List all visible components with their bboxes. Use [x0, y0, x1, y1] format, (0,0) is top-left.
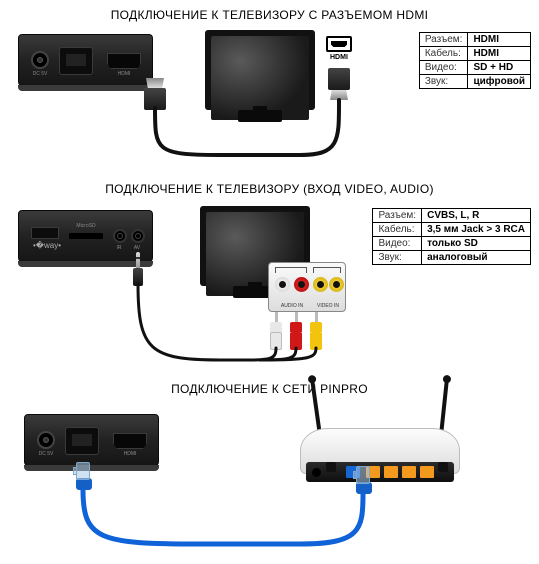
spec-v: CVBS, L, R	[422, 209, 531, 223]
hdmi-label: HDMI	[113, 451, 147, 457]
router-lan-port	[402, 466, 416, 478]
hdmi-plug-stb	[144, 78, 166, 110]
rj45-plug-router	[356, 466, 372, 494]
hdmi-port	[107, 53, 141, 69]
dc-port	[39, 433, 53, 447]
av-jack	[133, 231, 143, 241]
jack-plug	[133, 252, 143, 286]
rca-jack-red	[294, 277, 309, 292]
router	[300, 408, 460, 486]
section-av: ПОДКЛЮЧЕНИЕ К ТЕЛЕВИЗОРУ (ВХОД VIDEO, AU…	[0, 180, 539, 380]
router-button	[438, 462, 448, 472]
spec-table-av: Разъем:CVBS, L, R Кабель:3,5 мм Jack > 3…	[372, 208, 531, 265]
dc-port	[33, 53, 47, 67]
tv-base	[238, 110, 282, 122]
hdmi-plug-tv	[328, 68, 350, 100]
spec-v: 3,5 мм Jack > 3 RCA	[422, 223, 531, 237]
spec-v: аналоговый	[422, 251, 531, 265]
rca-jack-yellow2	[329, 277, 344, 292]
hdmi-port-icon	[326, 36, 352, 52]
audio-in-label: AUDIO IN	[273, 303, 311, 309]
hdmi-port	[113, 433, 147, 449]
hdmi-label: HDMI	[107, 71, 141, 77]
title-av: ПОДКЛЮЧЕНИЕ К ТЕЛЕВИЗОРУ (ВХОД VIDEO, AU…	[0, 180, 539, 196]
video-in-label: VIDEO IN	[311, 303, 345, 309]
rca-plug-red	[290, 312, 302, 350]
router-power-jack	[312, 468, 321, 477]
spec-k: Звук:	[373, 251, 422, 265]
hdmi-port-icon-label: HDMI	[330, 54, 348, 61]
spec-k: Разъем:	[373, 209, 422, 223]
rj45-port	[65, 427, 99, 455]
rj45-port	[59, 47, 93, 75]
spec-k: Видео:	[373, 237, 422, 251]
spec-k: Разъем:	[419, 33, 468, 47]
spec-v: HDMI	[468, 33, 531, 47]
usb-icon: •�way•	[33, 241, 57, 250]
spec-k: Звук:	[419, 75, 468, 89]
rca-panel: AUDIO IN VIDEO IN	[268, 262, 346, 312]
router-lan-port	[384, 466, 398, 478]
usb-port	[31, 227, 59, 239]
section-network: ПОДКЛЮЧЕНИЕ К СЕТИ PINPRO DC 5V HDMI	[0, 380, 539, 564]
spec-k: Видео:	[419, 61, 468, 75]
rj45-plug-stb	[76, 462, 92, 490]
tv-hdmi	[205, 30, 315, 130]
microsd-slot	[69, 233, 103, 239]
spec-v: только SD	[422, 237, 531, 251]
router-back	[306, 462, 454, 482]
spec-k: Кабель:	[419, 47, 468, 61]
rca-plug-white	[270, 312, 282, 350]
rca-jack-yellow1	[313, 277, 328, 292]
title-hdmi: ПОДКЛЮЧЕНИЕ К ТЕЛЕВИЗОРУ С РАЗЪЕМОМ HDMI	[0, 0, 539, 22]
bracket-audio	[275, 267, 307, 273]
ir-jack	[115, 231, 125, 241]
microsd-label: MicroSD	[65, 223, 107, 229]
rca-plug-yellow	[310, 312, 322, 350]
stb-back-net: DC 5V HDMI	[24, 414, 159, 466]
spec-v: цифровой	[468, 75, 531, 89]
dc-label: DC 5V	[33, 451, 59, 457]
spec-v: SD + HD	[468, 61, 531, 75]
router-button	[326, 462, 336, 472]
router-lan-port	[420, 466, 434, 478]
spec-table-hdmi: Разъем:HDMI Кабель:HDMI Видео:SD + HD Зв…	[419, 32, 531, 89]
spec-v: HDMI	[468, 47, 531, 61]
dc-label: DC 5V	[27, 71, 53, 77]
av-label: AV	[129, 245, 145, 251]
ir-label: IR	[111, 245, 127, 251]
rca-jack-white	[275, 277, 290, 292]
stb-back-hdmi: DC 5V HDMI	[18, 34, 153, 86]
section-hdmi: ПОДКЛЮЧЕНИЕ К ТЕЛЕВИЗОРУ С РАЗЪЕМОМ HDMI…	[0, 0, 539, 180]
spec-k: Кабель:	[373, 223, 422, 237]
title-network: ПОДКЛЮЧЕНИЕ К СЕТИ PINPRO	[0, 380, 539, 396]
bracket-video	[313, 267, 341, 273]
